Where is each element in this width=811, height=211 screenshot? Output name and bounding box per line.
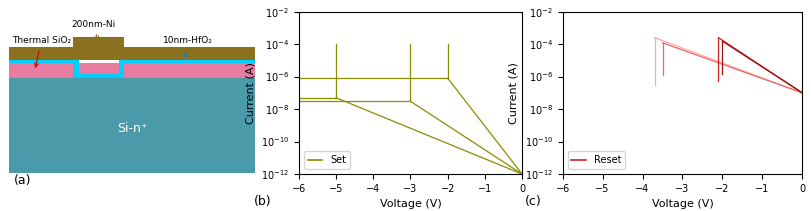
Text: (c): (c) — [524, 195, 540, 208]
Text: 10nm-HfO₂: 10nm-HfO₂ — [163, 37, 213, 58]
Text: Thermal SiO₂: Thermal SiO₂ — [11, 37, 71, 67]
Bar — [9, 60, 73, 64]
Bar — [9, 78, 255, 173]
Y-axis label: Current (A): Current (A) — [508, 62, 518, 124]
Text: (b): (b) — [254, 195, 272, 208]
X-axis label: Voltage (V): Voltage (V) — [650, 199, 713, 209]
Bar — [9, 64, 255, 78]
Text: 200nm-Ni: 200nm-Ni — [71, 20, 115, 40]
X-axis label: Voltage (V): Voltage (V) — [379, 199, 441, 209]
Bar — [73, 60, 79, 78]
Bar — [73, 37, 124, 60]
Bar — [124, 60, 255, 64]
Text: (a): (a) — [15, 174, 32, 187]
Bar — [9, 47, 73, 60]
Bar — [118, 60, 124, 78]
Bar — [73, 74, 124, 78]
Legend: Reset: Reset — [567, 151, 624, 169]
Bar — [124, 47, 255, 60]
Text: Si-n⁺: Si-n⁺ — [117, 122, 147, 135]
Y-axis label: Current (A): Current (A) — [245, 62, 255, 124]
Legend: Set: Set — [303, 151, 350, 169]
